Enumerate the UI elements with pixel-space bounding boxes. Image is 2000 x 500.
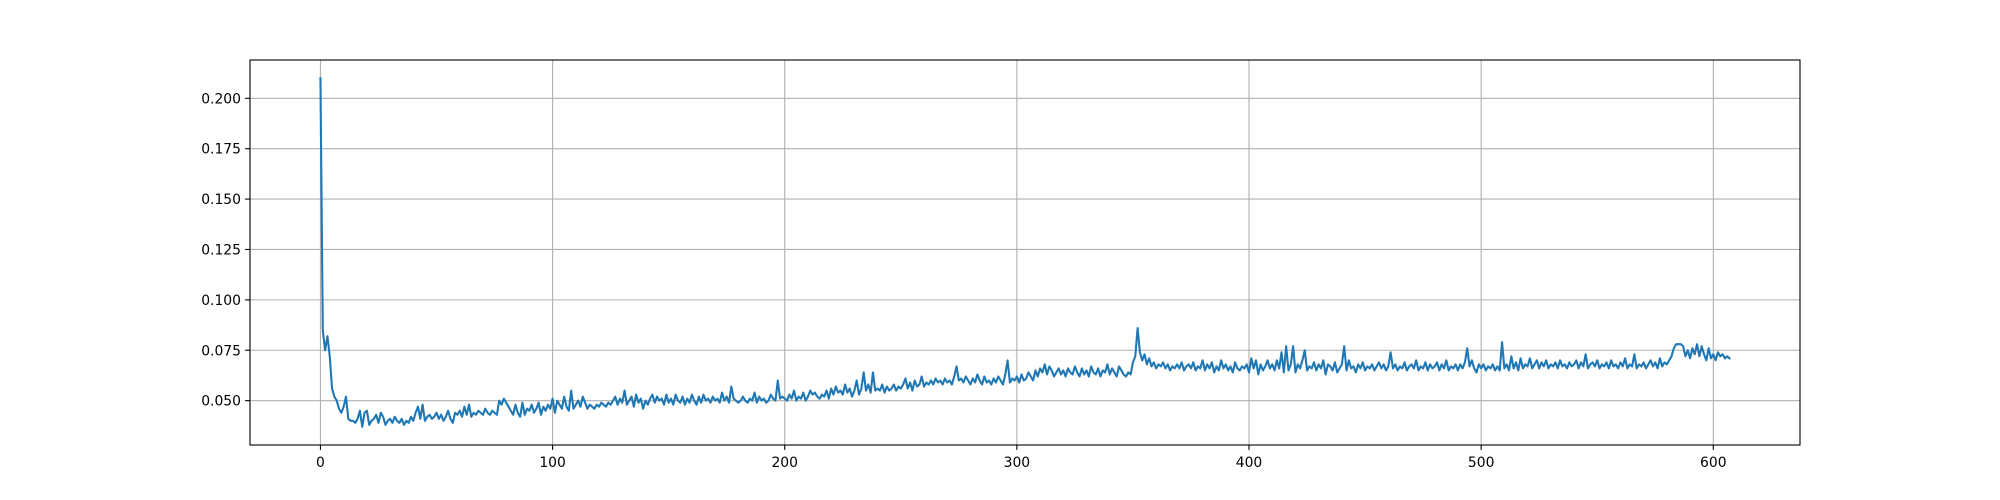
line [319, 77, 1732, 428]
x-tick-label: 0 [316, 455, 325, 471]
plot-frame [249, 59, 1801, 446]
x-tick-label: 400 [1236, 455, 1263, 471]
y-tick-label: 0.150 [201, 192, 241, 208]
y-tick-label: 0.075 [201, 343, 241, 359]
y-tick-label: 0.200 [201, 91, 241, 107]
y-tick-label: 0.050 [201, 394, 241, 410]
y-tick-label: 0.125 [201, 242, 241, 258]
x-tick-label: 100 [539, 455, 566, 471]
x-tick-label: 300 [1004, 455, 1031, 471]
x-tick-label: 500 [1468, 455, 1495, 471]
x-tick-label: 600 [1700, 455, 1727, 471]
y-tick-label: 0.100 [201, 293, 241, 309]
x-tick-label: 200 [771, 455, 798, 471]
y-tick-label: 0.175 [201, 142, 241, 158]
